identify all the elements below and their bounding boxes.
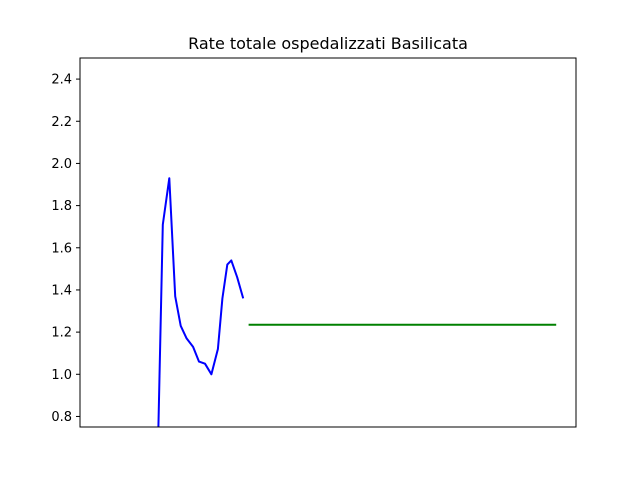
chart-title: Rate totale ospedalizzati Basilicata	[188, 34, 468, 53]
y-tick-label: 2.4	[51, 73, 72, 88]
y-axis: 0.8 1.0 1.2 1.4 1.6 1.8 2.0 2.2 2.4	[51, 73, 80, 425]
y-tick-label: 1.0	[51, 368, 72, 383]
y-tick-label: 2.2	[51, 115, 72, 130]
y-tick-label: 0.8	[51, 410, 72, 425]
y-tick-label: 1.4	[51, 283, 72, 298]
y-tick-label: 1.2	[51, 326, 72, 341]
y-tick-label: 1.6	[51, 241, 72, 256]
y-tick-label: 1.8	[51, 199, 72, 214]
series-layer	[157, 177, 557, 428]
series-line-1	[157, 177, 245, 428]
y-tick-label: 2.0	[51, 157, 72, 172]
plot-frame	[79, 57, 577, 428]
